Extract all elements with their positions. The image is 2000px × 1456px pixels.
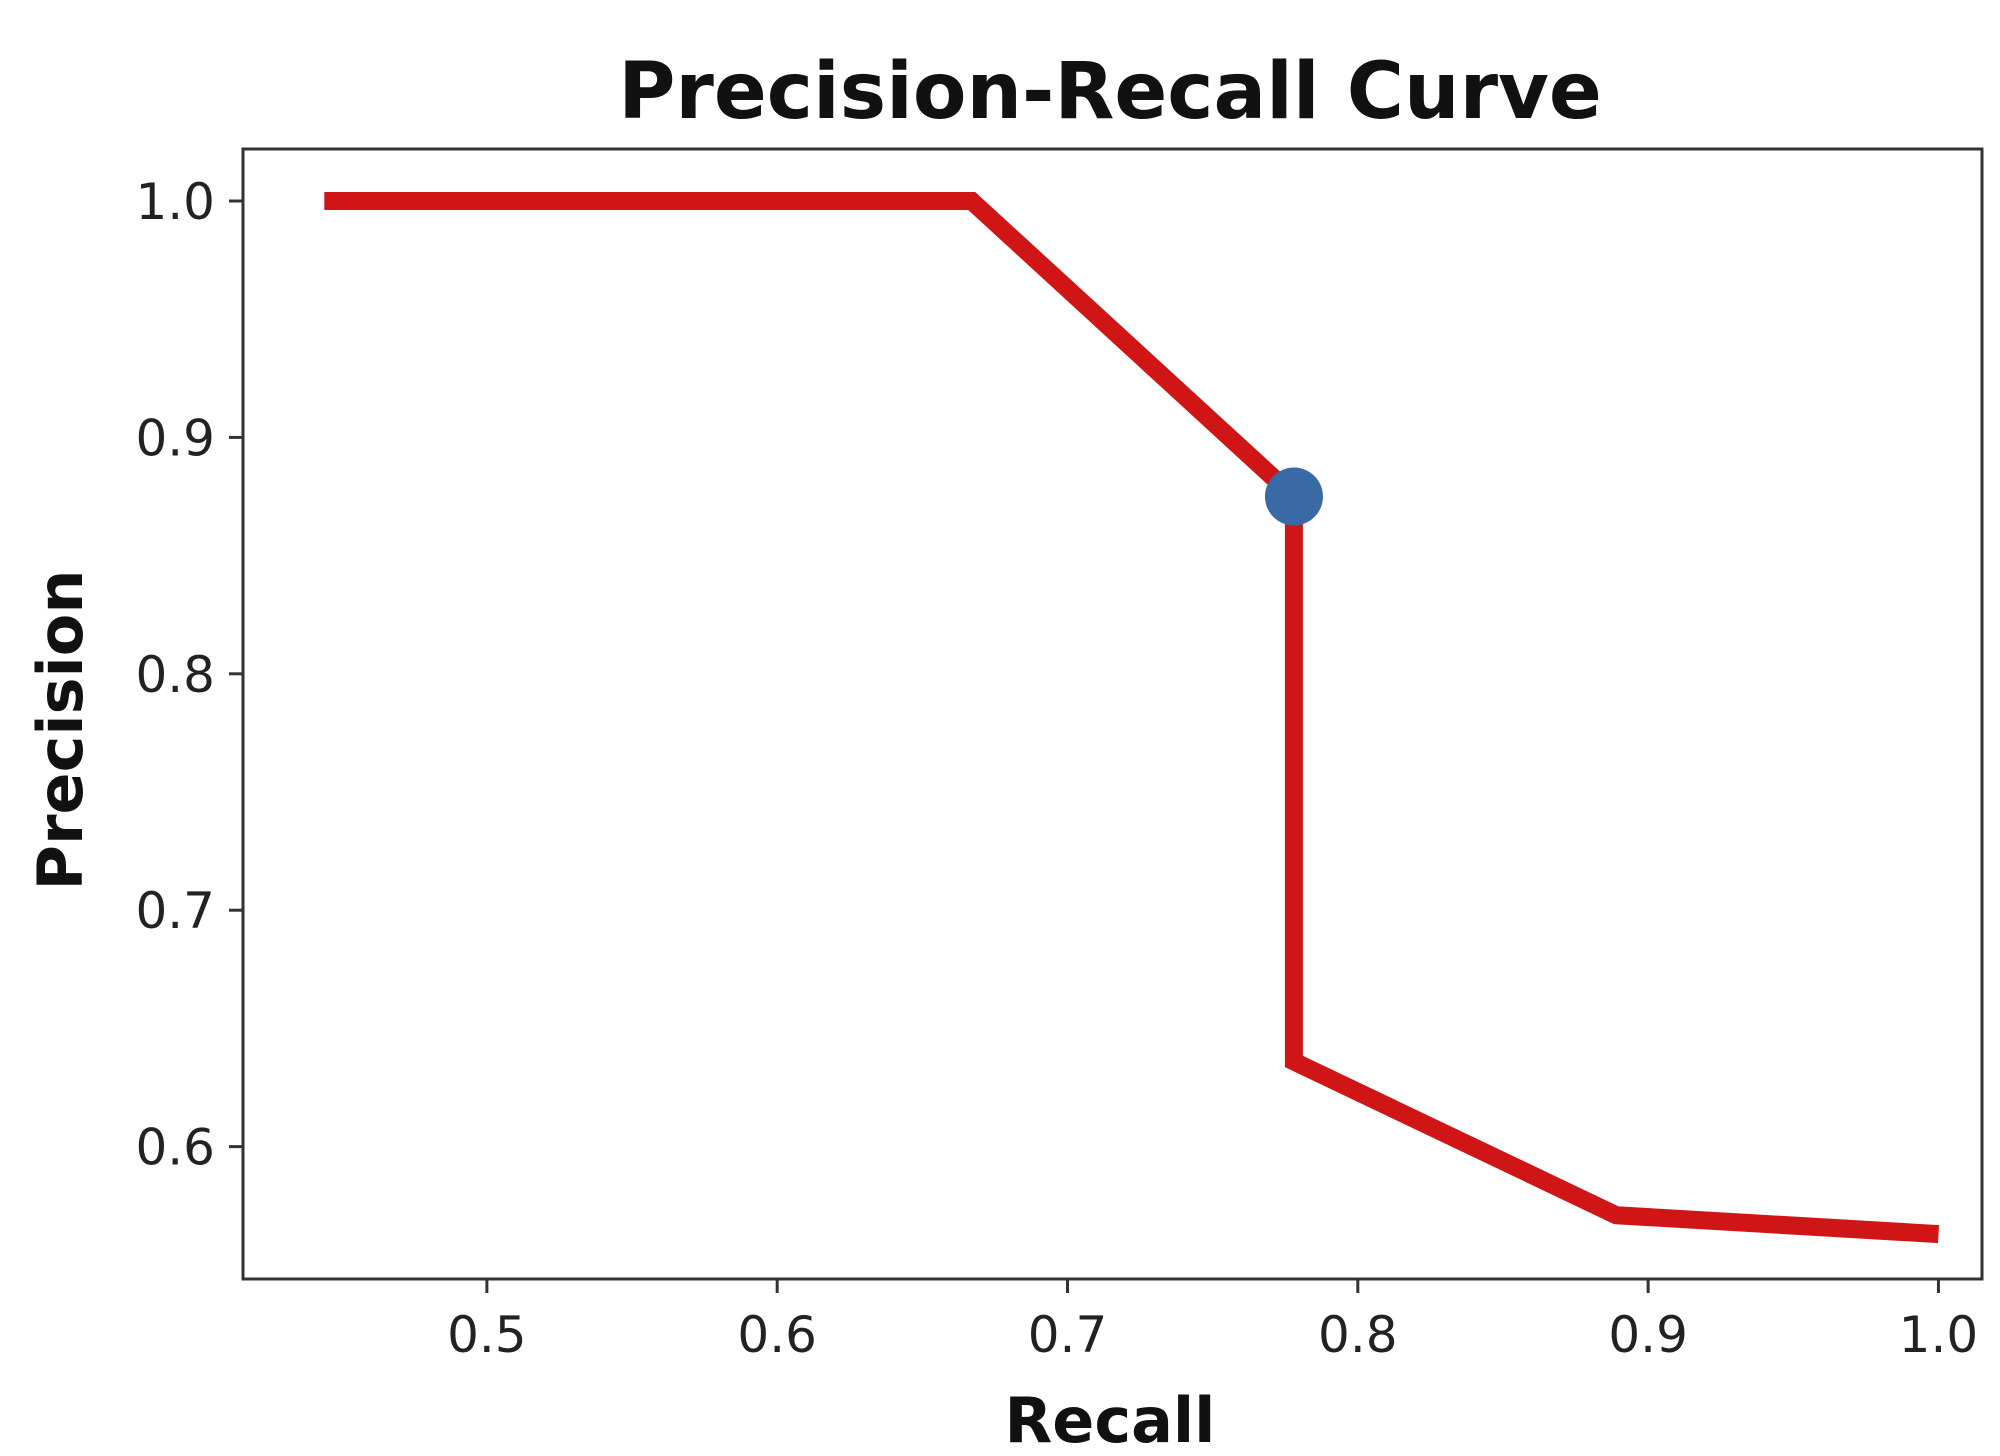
y-tick-label: 0.9: [135, 409, 215, 467]
x-tick-label: 0.5: [447, 1306, 527, 1364]
plot-frame: [241, 147, 1984, 1281]
x-tick-label: 0.9: [1608, 1306, 1688, 1364]
pr-curve-line: [324, 192, 1940, 1244]
x-tick-label: 0.7: [1028, 1306, 1108, 1364]
y-tick-label: 0.7: [135, 882, 215, 940]
series-layer: [324, 192, 1940, 1244]
chart-title: Precision-Recall Curve: [618, 47, 1602, 137]
x-tick-label: 1.0: [1899, 1306, 1979, 1364]
y-tick-label: 1.0: [135, 173, 215, 231]
highlight-point: [1264, 467, 1323, 526]
plot-area: 0.5 0.6 0.7 0.8 0.9 1.0 0.6 0.7 0.8 0.9 1.0: [135, 147, 1984, 1364]
y-tick-label: 0.8: [135, 646, 215, 704]
y-axis-label: Precision: [24, 570, 97, 891]
y-tick-label: 0.6: [135, 1119, 215, 1177]
x-axis-ticks: 0.5 0.6 0.7 0.8 0.9 1.0: [447, 1279, 1978, 1364]
x-axis-label: Recall: [1005, 1384, 1216, 1456]
x-tick-label: 0.6: [737, 1306, 817, 1364]
marker-layer: [1264, 467, 1323, 526]
x-tick-label: 0.8: [1318, 1306, 1398, 1364]
y-axis-ticks: 0.6 0.7 0.8 0.9 1.0: [135, 173, 243, 1177]
